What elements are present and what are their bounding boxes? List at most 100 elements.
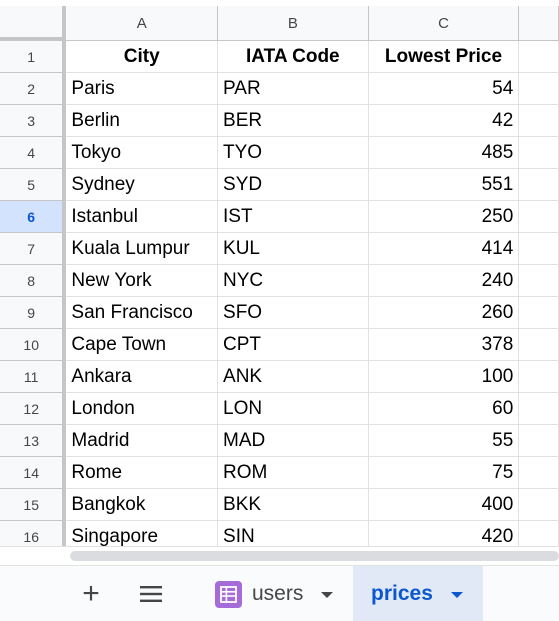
row-header[interactable]: 1: [0, 41, 67, 73]
row-header[interactable]: 12: [0, 393, 67, 425]
city-cell[interactable]: Madrid: [66, 425, 219, 457]
price-cell[interactable]: 240: [368, 265, 520, 297]
chevron-down-icon[interactable]: [450, 592, 463, 598]
empty-cell[interactable]: [519, 521, 559, 546]
empty-cell[interactable]: [519, 73, 559, 105]
price-cell[interactable]: 75: [368, 457, 520, 489]
empty-cell[interactable]: [519, 393, 559, 425]
row-header[interactable]: 13: [0, 425, 67, 457]
iata-code-cell[interactable]: TYO: [218, 137, 369, 169]
row-header[interactable]: 5: [0, 169, 67, 201]
price-cell[interactable]: 54: [368, 73, 520, 105]
empty-cell[interactable]: [519, 233, 559, 265]
city-cell[interactable]: Berlin: [66, 105, 219, 137]
row-header[interactable]: 11: [0, 361, 67, 393]
city-cell[interactable]: New York: [66, 265, 219, 297]
header-cell-lowest-price[interactable]: Lowest Price: [368, 41, 520, 73]
price-cell[interactable]: 485: [368, 137, 520, 169]
price-cell[interactable]: 378: [368, 329, 520, 361]
iata-code-cell[interactable]: CPT: [218, 329, 369, 361]
header-cell-city[interactable]: City: [66, 41, 219, 73]
city-cell[interactable]: Sydney: [66, 169, 219, 201]
sheet-grid[interactable]: A B C 1 City IATA Code Lowest Price 2 Par…: [0, 6, 559, 546]
column-header-a[interactable]: A: [66, 6, 219, 41]
scrollbar-thumb[interactable]: [70, 551, 559, 561]
row-header[interactable]: 2: [0, 73, 67, 105]
city-cell[interactable]: Paris: [66, 73, 219, 105]
price-cell[interactable]: 551: [368, 169, 520, 201]
price-cell[interactable]: 250: [368, 201, 520, 233]
iata-code-cell[interactable]: BKK: [218, 489, 369, 521]
row-header[interactable]: 8: [0, 265, 67, 297]
column-header-b[interactable]: B: [218, 6, 369, 41]
all-sheets-button[interactable]: [133, 576, 169, 612]
empty-cell[interactable]: [519, 201, 559, 233]
table-row: 15 Bangkok BKK 400: [0, 489, 559, 521]
add-sheet-button[interactable]: +: [73, 576, 109, 612]
empty-cell[interactable]: [519, 297, 559, 329]
select-all-corner[interactable]: [0, 6, 67, 41]
table-row: 16 Singapore SIN 420: [0, 521, 559, 546]
price-cell[interactable]: 260: [368, 297, 520, 329]
iata-code-cell[interactable]: SIN: [218, 521, 369, 546]
empty-cell[interactable]: [519, 169, 559, 201]
row-header[interactable]: 3: [0, 105, 67, 137]
iata-code-cell[interactable]: MAD: [218, 425, 369, 457]
table-row: 9 San Francisco SFO 260: [0, 297, 559, 329]
price-cell[interactable]: 400: [368, 489, 520, 521]
row-header[interactable]: 4: [0, 137, 67, 169]
price-cell[interactable]: 55: [368, 425, 520, 457]
city-cell[interactable]: Istanbul: [66, 201, 219, 233]
city-cell[interactable]: Rome: [66, 457, 219, 489]
chevron-down-icon[interactable]: [321, 592, 334, 598]
header-cell-iata-code[interactable]: IATA Code: [218, 41, 369, 73]
price-cell[interactable]: 60: [368, 393, 520, 425]
iata-code-cell[interactable]: ANK: [218, 361, 369, 393]
row-header[interactable]: 6: [0, 201, 67, 233]
empty-cell[interactable]: [519, 41, 559, 73]
city-cell[interactable]: Ankara: [66, 361, 219, 393]
row-header[interactable]: 9: [0, 297, 67, 329]
price-cell[interactable]: 42: [368, 105, 520, 137]
plus-icon: +: [82, 577, 100, 610]
row-header[interactable]: 16: [0, 521, 67, 546]
row-header[interactable]: 15: [0, 489, 67, 521]
empty-cell[interactable]: [519, 265, 559, 297]
iata-code-cell[interactable]: KUL: [218, 233, 369, 265]
city-cell[interactable]: Singapore: [66, 521, 219, 546]
empty-cell[interactable]: [519, 361, 559, 393]
city-cell[interactable]: Tokyo: [66, 137, 219, 169]
row-header[interactable]: 7: [0, 233, 67, 265]
price-cell[interactable]: 100: [368, 361, 520, 393]
empty-cell[interactable]: [519, 105, 559, 137]
iata-code-cell[interactable]: SFO: [218, 297, 369, 329]
city-cell[interactable]: San Francisco: [66, 297, 219, 329]
iata-code-cell[interactable]: NYC: [218, 265, 369, 297]
city-cell[interactable]: Kuala Lumpur: [66, 233, 219, 265]
empty-cell[interactable]: [519, 329, 559, 361]
tab-prices[interactable]: prices: [353, 566, 483, 621]
city-cell[interactable]: Bangkok: [66, 489, 219, 521]
iata-code-cell[interactable]: SYD: [218, 169, 369, 201]
empty-cell[interactable]: [519, 489, 559, 521]
horizontal-scrollbar[interactable]: [0, 546, 559, 564]
iata-code-cell[interactable]: IST: [218, 201, 369, 233]
iata-code-cell[interactable]: PAR: [218, 73, 369, 105]
empty-cell[interactable]: [519, 425, 559, 457]
row-header[interactable]: 10: [0, 329, 67, 361]
table-row: 14 Rome ROM 75: [0, 457, 559, 489]
column-header-d[interactable]: [519, 6, 559, 41]
price-cell[interactable]: 414: [368, 233, 520, 265]
row-header[interactable]: 14: [0, 457, 67, 489]
empty-cell[interactable]: [519, 457, 559, 489]
iata-code-cell[interactable]: ROM: [218, 457, 369, 489]
iata-code-cell[interactable]: LON: [218, 393, 369, 425]
price-cell[interactable]: 420: [369, 521, 520, 546]
table-row: 7 Kuala Lumpur KUL 414: [0, 233, 559, 265]
iata-code-cell[interactable]: BER: [218, 105, 369, 137]
column-header-c[interactable]: C: [368, 6, 520, 41]
empty-cell[interactable]: [519, 137, 559, 169]
city-cell[interactable]: Cape Town: [66, 329, 219, 361]
tab-users[interactable]: users: [200, 566, 350, 621]
city-cell[interactable]: London: [66, 393, 219, 425]
